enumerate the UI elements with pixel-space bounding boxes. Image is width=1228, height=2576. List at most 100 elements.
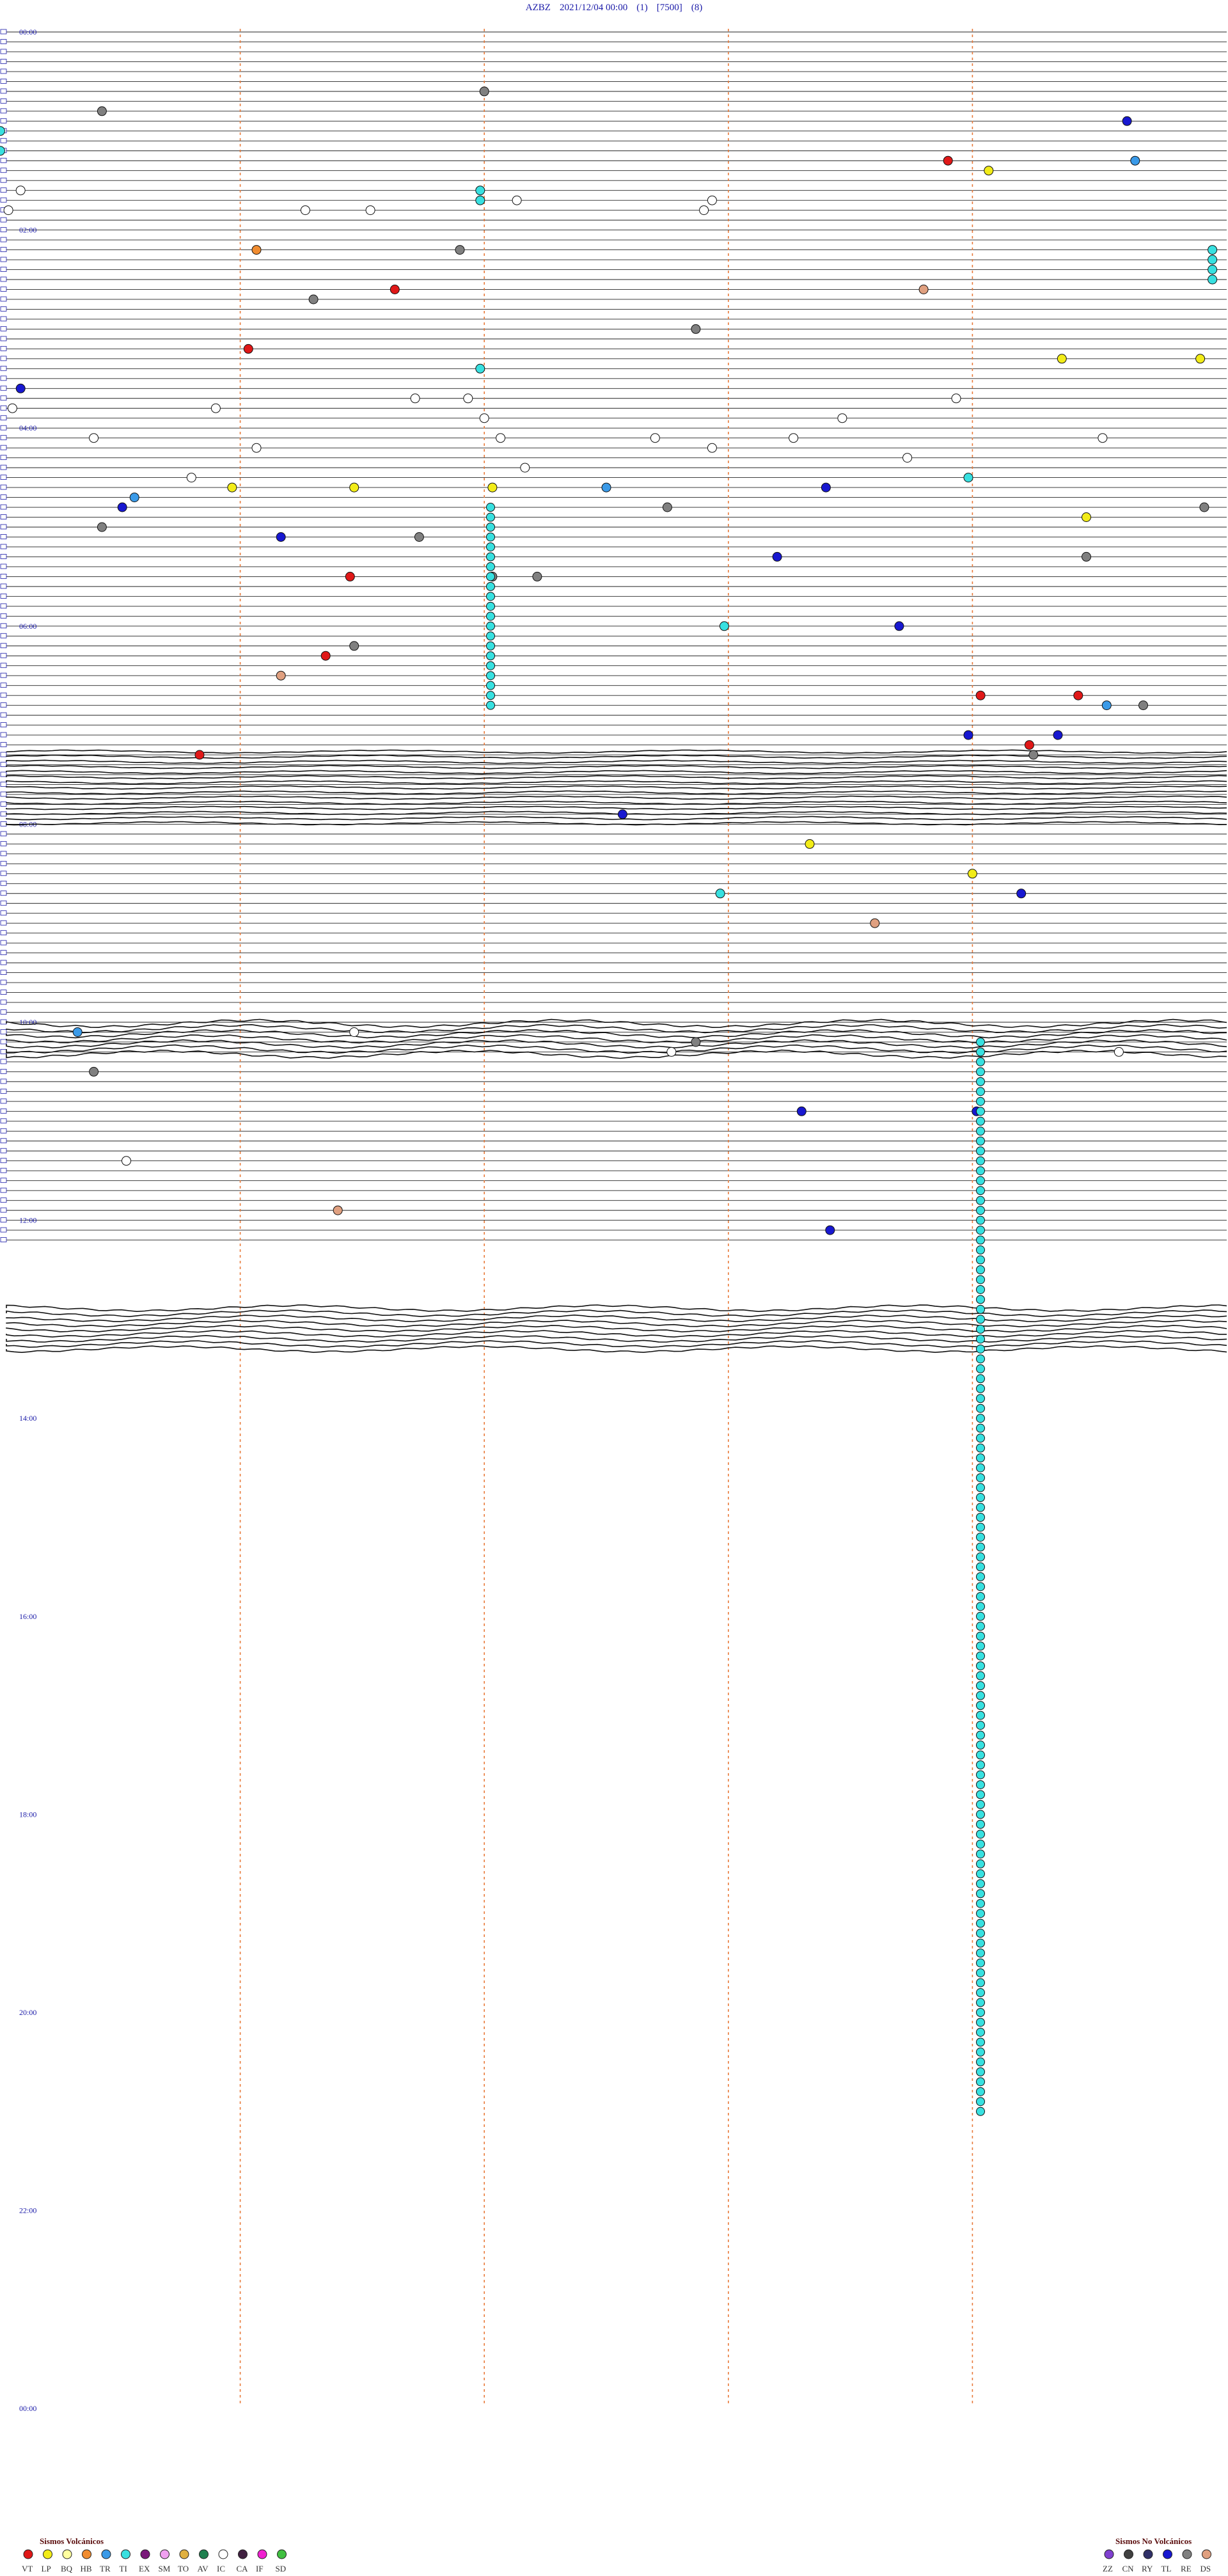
event-TI: [976, 1978, 985, 1987]
event-TI: [976, 1116, 985, 1126]
event-TI: [976, 1284, 985, 1294]
event-TI: [486, 631, 495, 641]
header-param-3: (8): [691, 3, 703, 13]
event-TI: [486, 661, 495, 670]
event-TI: [976, 1711, 985, 1720]
event-IC: [479, 413, 489, 423]
wiggle-trace: [6, 759, 1227, 764]
hour-label: 18:00: [19, 1810, 36, 1819]
event-RE: [1138, 700, 1148, 711]
event-TR: [601, 482, 611, 493]
event-markers: [0, 86, 1218, 2116]
trace-start-marker: [0, 1128, 7, 1134]
event-TI: [486, 700, 495, 710]
event-TI: [976, 1186, 985, 1196]
event-TI: [976, 1532, 985, 1542]
trace-start-marker: [0, 217, 7, 223]
legend-swatch-SD: [277, 2549, 287, 2559]
wiggle-trace: [6, 1039, 1227, 1049]
trace-start-marker: [0, 1019, 7, 1025]
event-TI: [976, 1879, 985, 1888]
event-TI: [976, 1354, 985, 1364]
trace-start-marker: [0, 405, 7, 411]
event-TI: [976, 1463, 985, 1473]
trace-start-marker: [0, 306, 7, 312]
event-TI: [486, 581, 495, 591]
trace-start-marker: [0, 455, 7, 461]
event-DS: [333, 1205, 343, 1215]
event-TI: [486, 532, 495, 542]
trace-start-marker: [0, 990, 7, 995]
event-TI: [976, 1047, 985, 1057]
event-TI: [976, 1324, 985, 1334]
legend-swatch-LP: [43, 2549, 52, 2559]
event-TI: [976, 1265, 985, 1274]
event-TI: [976, 1394, 985, 1403]
event-RE: [97, 106, 107, 116]
event-TL: [821, 482, 831, 493]
event-IC: [349, 1027, 359, 1037]
wiggle-trace: [6, 1018, 1227, 1029]
event-TI: [486, 523, 495, 532]
event-TI: [976, 1622, 985, 1631]
event-TI: [976, 1721, 985, 1730]
trace-start-marker: [0, 49, 7, 54]
wiggle-trace: [6, 795, 1227, 800]
wiggle-trace: [6, 1330, 1227, 1338]
event-TI: [486, 503, 495, 512]
event-TL: [825, 1225, 835, 1235]
hour-label: 20:00: [19, 2008, 36, 2017]
trace-start-marker: [0, 197, 7, 203]
legend-swatch-TR: [101, 2549, 111, 2559]
trace-start-marker: [0, 702, 7, 708]
event-TI: [1208, 255, 1218, 265]
trace-start-marker: [0, 544, 7, 549]
trace-start-marker: [0, 247, 7, 252]
event-TI: [976, 1334, 985, 1344]
wiggle-trace: [6, 1049, 1227, 1059]
trace-start-marker: [0, 791, 7, 797]
event-RE: [455, 245, 465, 255]
event-TI: [976, 1998, 985, 2007]
event-TI: [976, 1770, 985, 1780]
event-IC: [789, 433, 799, 443]
trace-start-marker: [0, 712, 7, 718]
event-RE: [349, 641, 359, 651]
event-RE: [414, 532, 424, 542]
legend-swatch-TO: [179, 2549, 189, 2559]
event-TI: [976, 1909, 985, 1918]
event-IC: [300, 205, 310, 216]
event-TL: [963, 730, 973, 740]
event-VT: [345, 571, 355, 581]
wiggle-trace: [6, 790, 1227, 795]
event-TL: [1122, 116, 1132, 126]
trace-start-marker: [0, 168, 7, 173]
hour-label: 00:00: [19, 2404, 36, 2413]
event-TI: [976, 1641, 985, 1651]
legend-swatch-CA: [238, 2549, 248, 2559]
event-TI: [976, 1315, 985, 1324]
trace-start-marker: [0, 771, 7, 777]
event-TI: [976, 1344, 985, 1354]
event-TI: [976, 1671, 985, 1680]
trace-start-marker: [0, 1098, 7, 1104]
trace-start-marker: [0, 999, 7, 1005]
trace-start-marker: [0, 187, 7, 193]
legend-volcanic-title: Sismos Volcánicos: [40, 2536, 104, 2546]
event-IC: [666, 1047, 677, 1057]
event-IC: [707, 443, 717, 453]
event-RE: [97, 522, 107, 532]
trace-start-marker: [0, 880, 7, 886]
event-TI: [976, 1681, 985, 1691]
event-RE: [1082, 551, 1091, 562]
legend-label-SM: SM: [159, 2564, 171, 2573]
event-RE: [1028, 750, 1039, 760]
trace-start-marker: [0, 871, 7, 876]
wiggle-trace: [6, 780, 1227, 785]
trace-start-marker: [0, 564, 7, 569]
legend-label-TR: TR: [100, 2564, 111, 2573]
event-TI: [486, 562, 495, 571]
event-TL: [15, 383, 26, 393]
event-TI: [976, 1741, 985, 1750]
